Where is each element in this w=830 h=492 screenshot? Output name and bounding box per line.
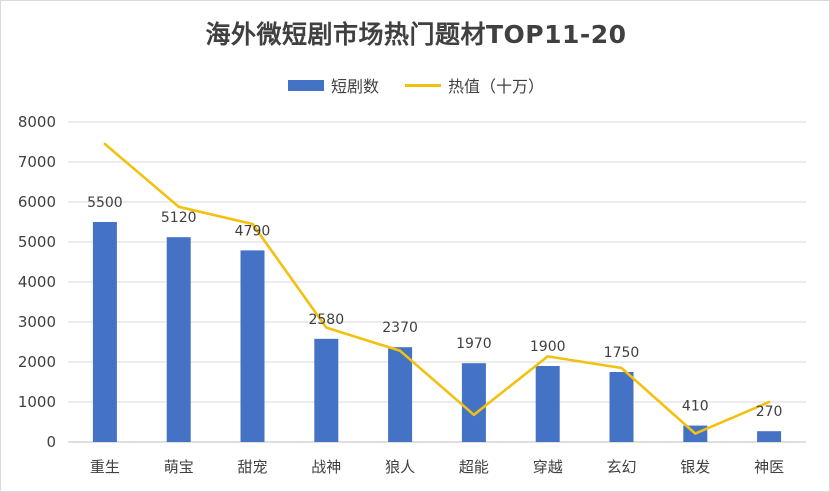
bar-data-label: 2580 (308, 312, 344, 328)
y-tick-label: 0 (46, 433, 56, 451)
bar-狼人 (388, 347, 413, 442)
x-tick-label: 战神 (311, 458, 341, 476)
bar-超能 (461, 363, 486, 442)
legend-line-swatch (405, 83, 441, 87)
bar-data-label: 5500 (87, 195, 123, 211)
legend-bar-swatch (287, 79, 324, 91)
bar-玄幻 (609, 372, 634, 442)
bar-重生 (92, 222, 117, 442)
bar-data-label: 270 (756, 404, 783, 420)
x-tick-label: 玄幻 (606, 458, 636, 476)
bar-神医 (757, 431, 782, 442)
x-tick-label: 神医 (754, 458, 784, 476)
x-tick-label: 穿越 (533, 458, 563, 476)
y-tick-label: 8000 (18, 113, 56, 131)
bar-data-label: 4790 (235, 223, 271, 239)
y-tick-label: 6000 (18, 193, 56, 211)
x-tick-label: 银发 (680, 458, 710, 476)
x-tick-label: 甜宠 (237, 458, 267, 476)
legend-line-label: 热值（十万） (448, 77, 545, 96)
legend-bar-label: 短剧数 (330, 77, 379, 96)
y-tick-label: 7000 (18, 153, 56, 171)
bar-战神 (314, 338, 339, 442)
chart-title: 海外微短剧市场热门题材TOP11-20 (205, 20, 627, 49)
y-tick-label: 1000 (18, 393, 56, 411)
bar-data-label: 410 (682, 399, 709, 415)
legend-item-line: 热值（十万） (405, 73, 544, 97)
heat-value-line (103, 142, 771, 435)
bar-data-label: 1900 (530, 339, 566, 355)
y-tick-label: 2000 (18, 353, 56, 371)
y-tick-label: 4000 (18, 273, 56, 291)
bar-穿越 (535, 366, 560, 442)
x-tick-label: 萌宝 (164, 458, 194, 476)
x-tick-label: 狼人 (385, 458, 415, 476)
x-tick-label: 重生 (90, 458, 120, 476)
legend-item-bars: 短剧数 (287, 73, 379, 97)
bar-甜宠 (240, 250, 265, 442)
bar-data-label: 5120 (161, 210, 197, 226)
y-tick-label: 5000 (18, 233, 56, 251)
bar-data-label: 1970 (456, 336, 492, 352)
y-tick-label: 3000 (18, 313, 56, 331)
bar-data-label: 1750 (604, 345, 640, 361)
chart-legend: 短剧数 热值（十万） (1, 73, 830, 97)
x-tick-label: 超能 (459, 458, 489, 476)
bar-data-label: 2370 (382, 320, 418, 336)
bar-萌宝 (166, 237, 191, 442)
